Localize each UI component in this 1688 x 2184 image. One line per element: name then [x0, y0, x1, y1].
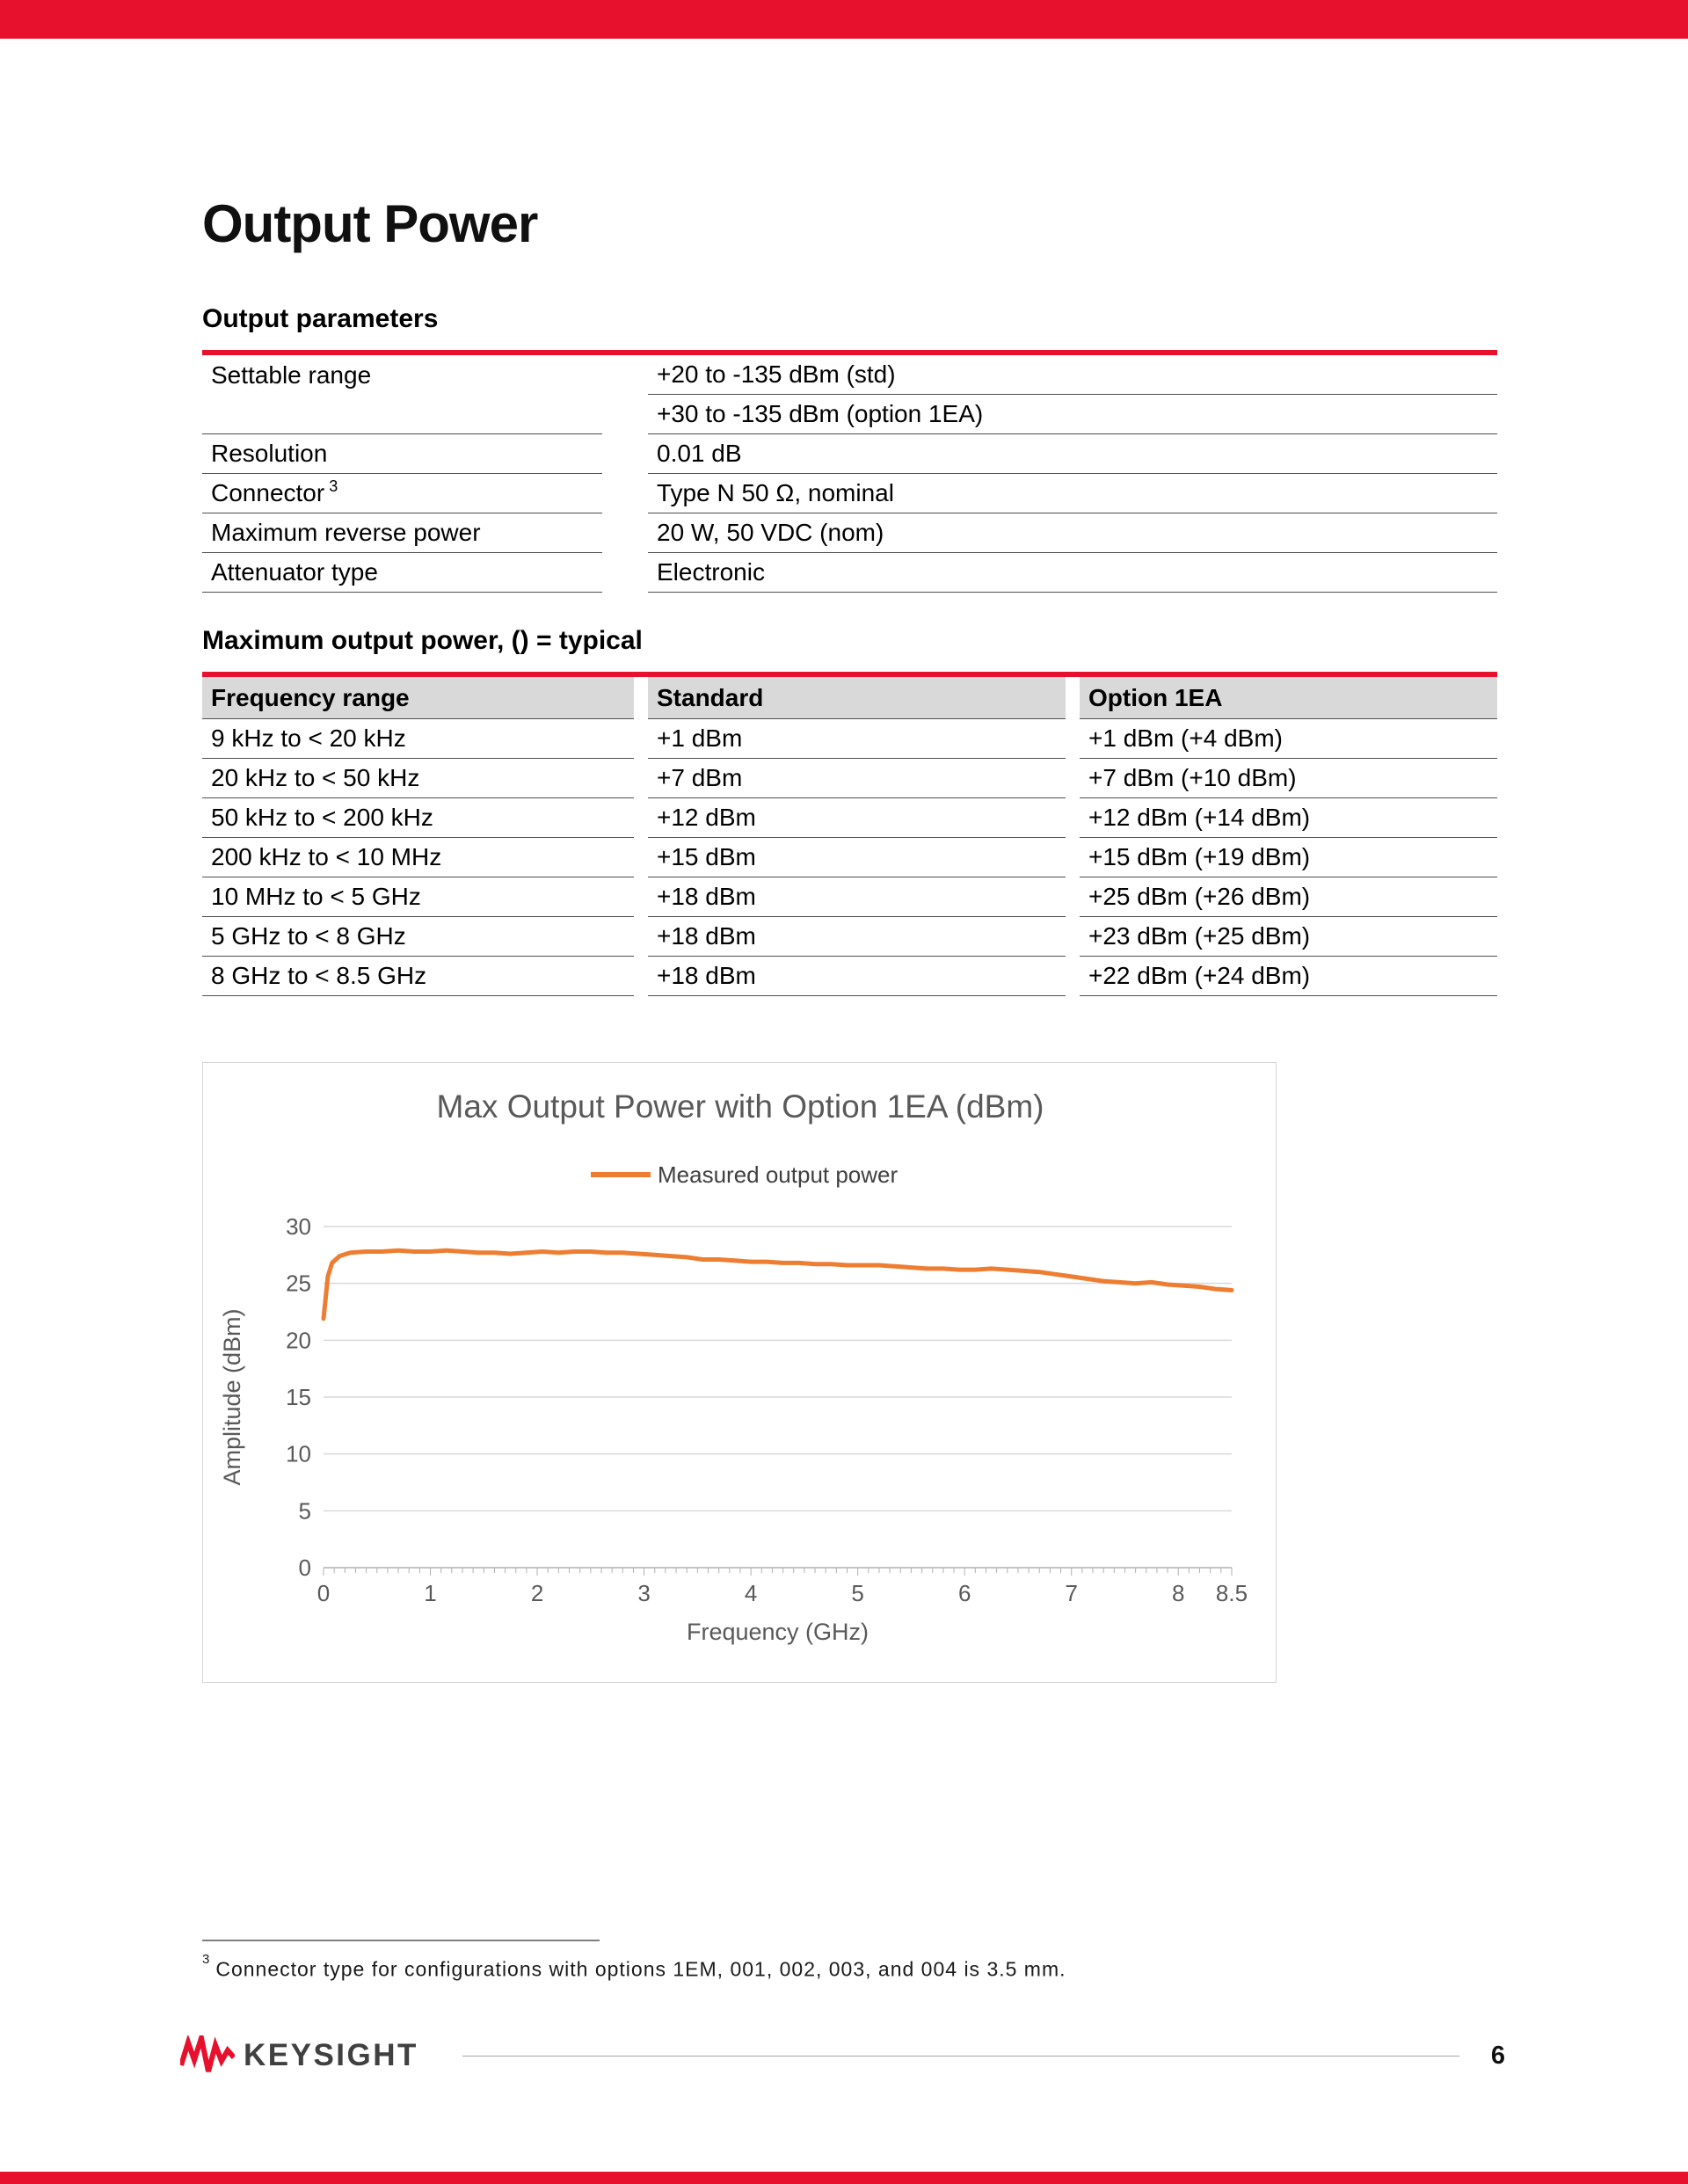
footnote-marker: 3 — [202, 1952, 211, 1967]
param-value: 0.01 dB — [648, 434, 1497, 474]
footnote: 3 Connector type for configurations with … — [202, 1952, 1066, 1981]
table-cell: 8 GHz to < 8.5 GHz — [202, 957, 634, 996]
column-header-standard: Standard — [648, 677, 1066, 719]
svg-text:30: 30 — [286, 1213, 311, 1240]
table-cell: +15 dBm — [648, 838, 1066, 877]
svg-text:20: 20 — [286, 1327, 311, 1353]
max-output-power-chart: 0 5 10 15 20 25 30 0 1 2 3 4 5 6 7 8 8.5 Frequency (GHz) A… — [202, 1062, 1277, 1683]
page-title: Output Power — [202, 194, 538, 253]
param-label: Settable range — [202, 355, 602, 434]
footnote-divider — [202, 1940, 600, 1941]
param-value: Type N 50 Ω, nominal — [648, 474, 1497, 513]
svg-text:25: 25 — [286, 1270, 311, 1297]
table-cell: +1 dBm (+4 dBm) — [1080, 719, 1497, 759]
table-cell: +18 dBm — [648, 877, 1066, 917]
max-output-power-heading: Maximum output power, () = typical — [202, 626, 643, 655]
table-cell: +12 dBm — [648, 798, 1066, 838]
svg-text:4: 4 — [745, 1580, 757, 1606]
svg-text:10: 10 — [286, 1441, 311, 1467]
brand-name: KEYSIGHT — [244, 2038, 418, 2072]
table-cell: 5 GHz to < 8 GHz — [202, 917, 634, 957]
column-header-frequency-range: Frequency range — [202, 677, 634, 719]
table-cell: +7 dBm — [648, 759, 1066, 798]
table-cell: 9 kHz to < 20 kHz — [202, 719, 634, 759]
column-header-option-1ea: Option 1EA — [1080, 677, 1497, 719]
param-label: Connector 3 — [202, 474, 602, 513]
svg-text:0: 0 — [299, 1554, 311, 1581]
table-cell: +18 dBm — [648, 917, 1066, 957]
svg-text:8.5: 8.5 — [1216, 1580, 1248, 1606]
svg-text:5: 5 — [299, 1497, 311, 1524]
page-footer: KEYSIGHT 6 — [180, 2029, 1505, 2082]
svg-text:2: 2 — [531, 1580, 543, 1606]
output-parameters-heading: Output parameters — [202, 304, 439, 333]
table-cell: 50 kHz to < 200 kHz — [202, 798, 634, 838]
param-label: Resolution — [202, 434, 602, 474]
table-cell: +23 dBm (+25 dBm) — [1080, 917, 1497, 957]
table-accent-rule — [202, 350, 1497, 355]
table-cell: +15 dBm (+19 dBm) — [1080, 838, 1497, 877]
svg-text:Measured output power: Measured output power — [658, 1161, 899, 1188]
svg-text:7: 7 — [1065, 1580, 1077, 1606]
svg-text:6: 6 — [958, 1580, 971, 1606]
table-cell: +12 dBm (+14 dBm) — [1080, 798, 1497, 838]
param-value: +30 to -135 dBm (option 1EA) — [648, 395, 1497, 434]
svg-text:3: 3 — [637, 1580, 650, 1606]
svg-text:5: 5 — [851, 1580, 863, 1606]
table-cell: 200 kHz to < 10 MHz — [202, 838, 634, 877]
svg-text:8: 8 — [1172, 1580, 1184, 1606]
param-value: +20 to -135 dBm (std) — [648, 355, 1497, 395]
output-parameters-table: Settable range +20 to -135 dBm (std) +30… — [202, 350, 1497, 593]
table-cell: 20 kHz to < 50 kHz — [202, 759, 634, 798]
param-value: Electronic — [648, 553, 1497, 593]
table-cell: +18 dBm — [648, 957, 1066, 996]
footer-divider — [462, 2055, 1459, 2057]
table-cell: 10 MHz to < 5 GHz — [202, 877, 634, 917]
bottom-accent-bar — [0, 2172, 1688, 2184]
top-accent-bar — [0, 0, 1688, 39]
page-number: 6 — [1490, 2041, 1505, 2070]
param-value: 20 W, 50 VDC (nom) — [648, 513, 1497, 553]
table-cell: +25 dBm (+26 dBm) — [1080, 877, 1497, 917]
max-output-power-table: Frequency range Standard Option 1EA 9 kH… — [202, 672, 1497, 996]
page-content: Output Power Output parameters Settable … — [202, 0, 1497, 2184]
keysight-logo: KEYSIGHT — [180, 2035, 418, 2076]
table-cell: +22 dBm (+24 dBm) — [1080, 957, 1497, 996]
table-accent-rule — [202, 672, 1497, 677]
svg-text:0: 0 — [317, 1580, 330, 1606]
svg-text:Max Output Power with Option 1: Max Output Power with Option 1EA (dBm) — [437, 1088, 1044, 1125]
param-label: Attenuator type — [202, 553, 602, 593]
table-cell: +7 dBm (+10 dBm) — [1080, 759, 1497, 798]
line-chart: 0 5 10 15 20 25 30 0 1 2 3 4 5 6 7 8 8.5 Frequency (GHz) A… — [219, 1088, 1248, 1645]
svg-text:1: 1 — [424, 1580, 436, 1606]
keysight-spark-icon — [180, 2035, 235, 2072]
svg-text:Frequency (GHz): Frequency (GHz) — [687, 1619, 869, 1645]
table-cell: +1 dBm — [648, 719, 1066, 759]
svg-text:15: 15 — [286, 1384, 311, 1410]
param-label: Maximum reverse power — [202, 513, 602, 553]
svg-text:Amplitude (dBm): Amplitude (dBm) — [219, 1308, 245, 1485]
